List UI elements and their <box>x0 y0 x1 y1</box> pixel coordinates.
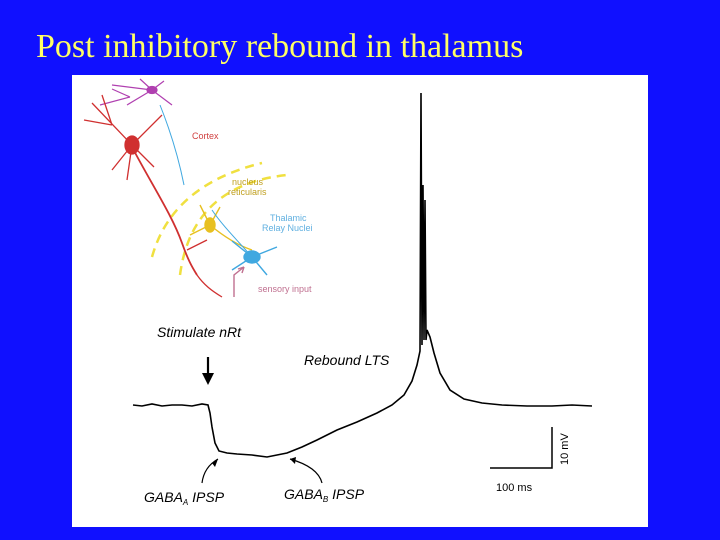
circuit-diagram: Cortex nucleus reticularis Thalamic Rela… <box>83 78 313 298</box>
membrane-trace <box>132 92 593 458</box>
scale-time-label: 100 ms <box>496 482 533 494</box>
scale-bar <box>490 427 553 469</box>
stimulus-arrow-head <box>202 373 214 385</box>
nrt-label-line2: reticularis <box>228 187 267 197</box>
gaba-a-pointer-head <box>212 459 218 467</box>
voltage-trace <box>132 92 593 484</box>
nrt-neuron <box>189 204 253 251</box>
relay-label-line1: Thalamic <box>270 213 307 223</box>
sensory-input-arrow <box>233 266 245 297</box>
figure-svg: Cortex nucleus reticularis Thalamic Rela… <box>83 78 593 507</box>
cortical-pyramidal-top <box>99 78 173 106</box>
rebound-label: Rebound LTS <box>304 352 390 368</box>
nrt-boundary-inner <box>150 161 263 258</box>
gaba-a-label: GABAA IPSP <box>144 489 225 507</box>
gaba-b-pointer-head <box>290 457 296 464</box>
figure-panel: Cortex nucleus reticularis Thalamic Rela… <box>72 75 648 527</box>
gaba-a-pointer <box>201 458 219 484</box>
nrt-label-line1: nucleus <box>232 177 264 187</box>
slide-title: Post inhibitory rebound in thalamus <box>36 28 524 65</box>
stimulate-label: Stimulate nRt <box>157 324 242 340</box>
relay-label-line2: Relay Nuclei <box>262 223 313 233</box>
sensory-label: sensory input <box>258 284 312 294</box>
nrt-boundary-outer <box>178 173 288 276</box>
scale-voltage-label: 10 mV <box>559 433 571 465</box>
cortex-neuron <box>83 94 223 298</box>
relay-neuron <box>159 104 278 276</box>
gaba-b-label: GABAB IPSP <box>284 486 365 504</box>
cortex-label: Cortex <box>192 131 219 141</box>
